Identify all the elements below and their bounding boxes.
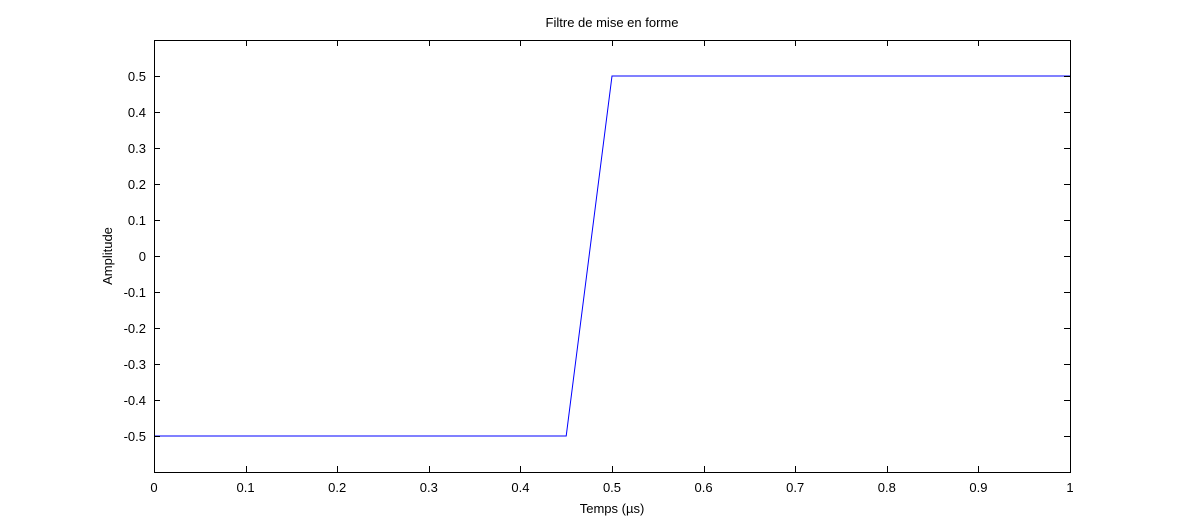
x-tick-label: 0.1 (237, 480, 255, 495)
y-tick-label: -0.3 (124, 357, 146, 372)
x-tick-label: 0.9 (969, 480, 987, 495)
y-axis-label: Amplitude (100, 227, 115, 285)
chart-title: Filtre de mise en forme (546, 15, 679, 30)
x-tick-label: 0 (150, 480, 157, 495)
x-tick-label: 0.3 (420, 480, 438, 495)
ticks-layer: 0 0.1 0.2 0.3 0.4 0.5 0.6 0.7 0.8 0.9 1 -0.5 -0.4 -0.… (124, 40, 1074, 495)
x-axis-label: Temps (µs) (580, 501, 645, 516)
y-tick-label: -0.2 (124, 321, 146, 336)
series-line (154, 75, 1070, 437)
x-tick-label: 0.8 (878, 480, 896, 495)
y-tick-label: 0.5 (128, 69, 146, 84)
y-tick-label: 0.2 (128, 177, 146, 192)
series-layer (154, 75, 1070, 437)
x-tick-label: 0.7 (786, 480, 804, 495)
y-tick-label: 0 (139, 249, 146, 264)
y-tick-label: 0.1 (128, 213, 146, 228)
y-tick-label: -0.4 (124, 393, 146, 408)
y-tick-label: -0.1 (124, 285, 146, 300)
y-tick-label: 0.3 (128, 141, 146, 156)
x-tick-label: 1 (1066, 480, 1073, 495)
x-tick-label: 0.2 (328, 480, 346, 495)
x-tick-label: 0.6 (695, 480, 713, 495)
x-tick-label: 0.4 (511, 480, 529, 495)
x-tick-label: 0.5 (603, 480, 621, 495)
plot-frame (154, 40, 1071, 473)
y-tick-label: 0.4 (128, 105, 146, 120)
plot-area (154, 40, 1070, 472)
y-tick-label: -0.5 (124, 429, 146, 444)
